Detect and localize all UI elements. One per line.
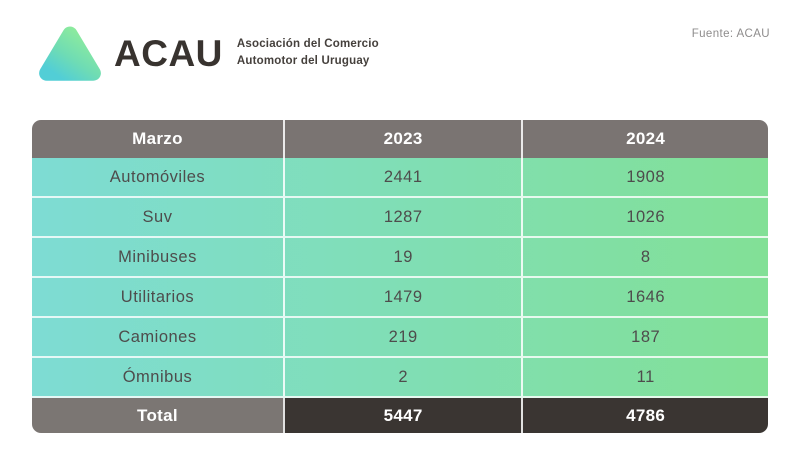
- table-row-omnibus: Ómnibus 2 11: [32, 358, 768, 398]
- column-header-marzo: Marzo: [132, 129, 183, 148]
- table-row-camiones: Camiones 219 187: [32, 318, 768, 358]
- value-2023: 2441: [282, 158, 521, 196]
- table-body: Automóviles 2441 1908 Suv 1287 1026 Mini…: [32, 158, 768, 398]
- value-2023: 219: [282, 318, 521, 356]
- value-2024: 8: [521, 238, 768, 276]
- total-label: Total: [32, 398, 283, 433]
- total-2023: 5447: [282, 398, 522, 433]
- header: ACAU Asociación del Comercio Automotor d…: [38, 24, 770, 82]
- acau-triangle-logo-icon: [38, 24, 102, 82]
- table-header-row: Marzo 2023 2024: [32, 120, 768, 158]
- brand-logo: ACAU Asociación del Comercio Automotor d…: [38, 24, 379, 82]
- brand-tagline-line1: Asociación del Comercio: [236, 37, 379, 50]
- brand-tagline-line2: Automotor del Uruguay: [236, 55, 370, 67]
- row-label: Ómnibus: [122, 367, 193, 386]
- row-label: Camiones: [118, 327, 197, 346]
- value-2024: 1908: [521, 158, 768, 196]
- value-2023: 1479: [282, 278, 521, 316]
- sales-table: Marzo 2023 2024 Automóviles 2441 1908 Su…: [32, 120, 768, 433]
- table-total-row: Total 5447 4786: [32, 398, 768, 433]
- table-row-minibuses: Minibuses 19 8: [32, 238, 768, 278]
- column-header-2023: 2023: [282, 120, 521, 158]
- table-row-suv: Suv 1287 1026: [32, 198, 768, 238]
- brand-name: ACAU: [114, 32, 223, 74]
- row-label: Automóviles: [109, 167, 206, 186]
- table-row-utilitarios: Utilitarios 1479 1646: [32, 278, 768, 318]
- row-label: Minibuses: [118, 247, 197, 266]
- row-label: Utilitarios: [120, 287, 195, 306]
- brand-tagline: Asociación del Comercio Automotor del Ur…: [237, 36, 379, 71]
- value-2024: 187: [521, 318, 768, 356]
- total-2024: 4786: [521, 398, 768, 433]
- value-2023: 2: [282, 358, 521, 396]
- value-2024: 1646: [521, 278, 768, 316]
- row-label: Suv: [142, 207, 173, 226]
- value-2024: 11: [521, 358, 768, 396]
- value-2024: 1026: [521, 198, 768, 236]
- value-2023: 1287: [282, 198, 521, 236]
- column-header-2024: 2024: [521, 120, 768, 158]
- value-2023: 19: [282, 238, 521, 276]
- table-row-automoviles: Automóviles 2441 1908: [32, 158, 768, 198]
- source-note: Fuente: ACAU: [691, 28, 770, 40]
